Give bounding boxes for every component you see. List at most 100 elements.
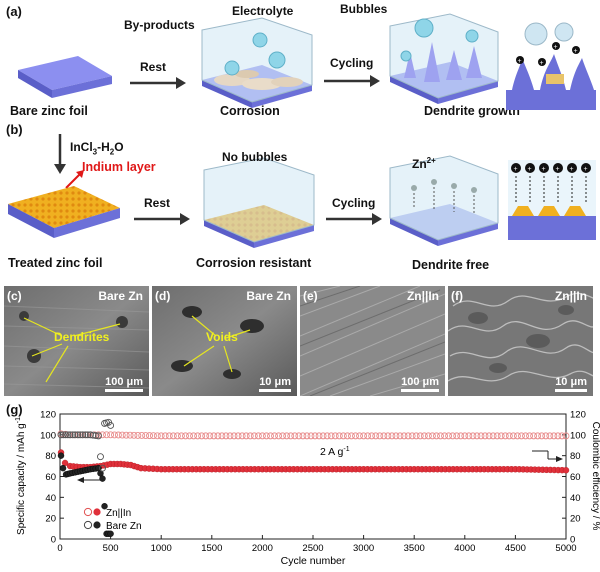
data-point	[376, 432, 384, 440]
legend-zn-in-marker-filled	[93, 508, 101, 516]
data-point	[404, 432, 412, 440]
x-tick-label: 0	[57, 543, 62, 554]
data-point	[194, 432, 202, 440]
data-point	[242, 432, 250, 440]
y-left-tick-label: 0	[51, 535, 56, 546]
sem-image-c	[4, 286, 149, 396]
data-point	[153, 432, 161, 440]
panel-g-tag: (g)	[6, 402, 23, 417]
data-point	[428, 432, 436, 440]
zn-ion-text: Zn	[412, 157, 427, 171]
data-point	[558, 432, 566, 440]
data-point	[518, 432, 525, 440]
data-point	[550, 432, 558, 440]
panel-a-tag: (a)	[6, 4, 22, 19]
data-point	[71, 431, 79, 439]
svg-text:+: +	[584, 166, 588, 173]
data-point	[356, 432, 363, 440]
data-point	[230, 432, 238, 440]
sem-panel-d-annotation: Voids	[206, 330, 238, 344]
y-left-tick-label: 40	[45, 493, 56, 504]
treated-zinc-foil-illustration	[8, 186, 120, 238]
data-point	[445, 432, 453, 440]
sem-panel-d-scale-label: 10 μm	[259, 376, 291, 388]
data-point	[107, 422, 115, 429]
data-point	[465, 432, 473, 440]
sem-panel-f-scale-label: 10 μm	[555, 376, 587, 388]
indium-pointer-arrow	[65, 170, 84, 189]
data-point	[534, 432, 542, 440]
data-point	[69, 431, 77, 439]
data-point	[198, 432, 206, 440]
y-right-tick-label: 80	[570, 451, 581, 462]
legend-bare-zn-marker-open	[83, 520, 93, 530]
data-point	[513, 432, 521, 440]
data-point	[254, 432, 262, 440]
data-point	[412, 432, 420, 440]
data-point	[323, 432, 331, 440]
rate-annotation: 2 A g-1	[320, 446, 350, 458]
x-tick-label: 1000	[151, 543, 172, 554]
data-point	[177, 432, 185, 440]
sem-panel-c-annotation: Dendrites	[54, 330, 110, 344]
y-axis-right-label: Coulombic efficiency / %	[590, 422, 600, 531]
rest-arrow-label-b: Rest	[144, 196, 171, 210]
svg-text:+: +	[570, 166, 574, 173]
data-point	[315, 432, 323, 440]
data-point	[84, 431, 92, 439]
capacity-pointer	[77, 477, 100, 483]
data-point	[542, 432, 550, 440]
x-tick-label: 2500	[302, 543, 323, 554]
y-left-tick-label: 60	[45, 472, 56, 483]
rest-arrow-a	[130, 77, 186, 89]
data-point	[190, 432, 198, 440]
data-point	[111, 431, 118, 439]
sem-image-f	[448, 286, 593, 396]
sem-panel-e-title: Zn||In	[406, 289, 439, 303]
data-point	[303, 432, 311, 440]
treatment-down-arrow	[54, 134, 66, 174]
data-point	[95, 432, 102, 440]
zn-ion-label: Zn2+	[412, 156, 436, 171]
data-point	[186, 432, 193, 440]
byproducts-label: By-products	[124, 18, 195, 32]
dendrite-growth-caption: Dendrite growth	[424, 104, 520, 118]
data-point	[146, 432, 153, 440]
data-point	[473, 432, 481, 440]
sem-panel-d: (d) Bare Zn Voids 10 μm	[152, 286, 297, 396]
data-point	[126, 431, 134, 439]
y-left-tick-label: 100	[40, 430, 56, 441]
data-point	[461, 432, 469, 440]
sem-panel-c-title: Bare Zn	[98, 289, 143, 303]
tick-layer: 0 500 1000 1500 2000 2500 3000 3500 4000 4500 5000…	[40, 410, 586, 555]
data-point	[546, 432, 554, 440]
data-point	[408, 432, 416, 440]
series-zn-in-capacity	[57, 449, 570, 474]
data-point	[505, 432, 513, 440]
bare-zinc-foil-illustration	[18, 56, 112, 98]
svg-text:+: +	[528, 166, 532, 173]
sem-panel-e-tag: (e)	[303, 289, 318, 303]
data-point	[107, 530, 114, 537]
data-point	[57, 431, 65, 439]
series-zn-in-efficiency	[57, 430, 570, 440]
data-point	[343, 432, 351, 440]
data-point	[311, 432, 319, 440]
data-point	[86, 431, 94, 439]
data-point	[101, 502, 108, 510]
series-layer	[57, 418, 570, 537]
indium-layer-label: Indium layer	[82, 160, 156, 174]
data-point	[283, 432, 291, 440]
sem-panel-d-tag: (d)	[155, 289, 171, 303]
data-point	[384, 432, 392, 440]
x-tick-label: 1500	[201, 543, 222, 554]
data-point	[331, 432, 339, 440]
data-point	[275, 432, 283, 440]
data-point	[352, 432, 359, 440]
data-point	[214, 432, 222, 440]
data-point	[530, 432, 538, 440]
data-point	[165, 432, 173, 440]
data-point	[99, 475, 106, 482]
data-point	[76, 431, 84, 439]
data-point	[497, 432, 505, 440]
